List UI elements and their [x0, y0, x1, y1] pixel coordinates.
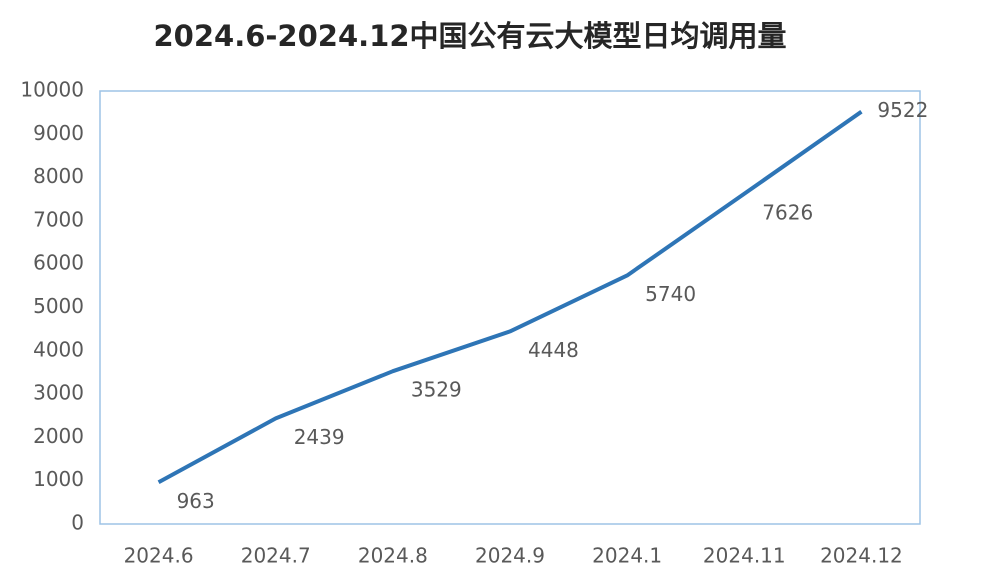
line	[157, 110, 863, 485]
chart-title: 2024.6-2024.12中国公有云大模型日均调用量	[153, 19, 786, 53]
x-tick-label: 2024.7	[241, 544, 311, 568]
y-tick-label: 10000	[20, 78, 84, 102]
y-tick-label: 1000	[33, 467, 84, 491]
x-tick-label: 2024.12	[820, 544, 903, 568]
y-tick-label: 4000	[33, 337, 84, 361]
data-label: 3529	[411, 378, 462, 402]
y-tick-label: 0	[71, 511, 84, 535]
y-tick-label: 2000	[33, 424, 84, 448]
data-label: 963	[177, 489, 215, 513]
data-label: 7626	[762, 200, 813, 224]
plot-border	[99, 90, 921, 525]
data-label: 4448	[528, 338, 579, 362]
y-tick-label: 6000	[33, 251, 84, 275]
y-tick-label: 7000	[33, 207, 84, 231]
x-tick-label: 2024.11	[703, 544, 786, 568]
y-tick-label: 8000	[33, 164, 84, 188]
x-tick-label: 2024.9	[475, 544, 545, 568]
x-tick-label: 2024.8	[358, 544, 428, 568]
data-label: 2439	[294, 425, 345, 449]
data-label: 9522	[877, 98, 928, 122]
x-tick-label: 2024.1	[592, 544, 662, 568]
y-tick-label: 5000	[33, 294, 84, 318]
x-tick-label: 2024.6	[124, 544, 194, 568]
y-tick-label: 3000	[33, 381, 84, 405]
data-label: 5740	[645, 282, 696, 306]
y-tick-label: 9000	[33, 121, 84, 145]
